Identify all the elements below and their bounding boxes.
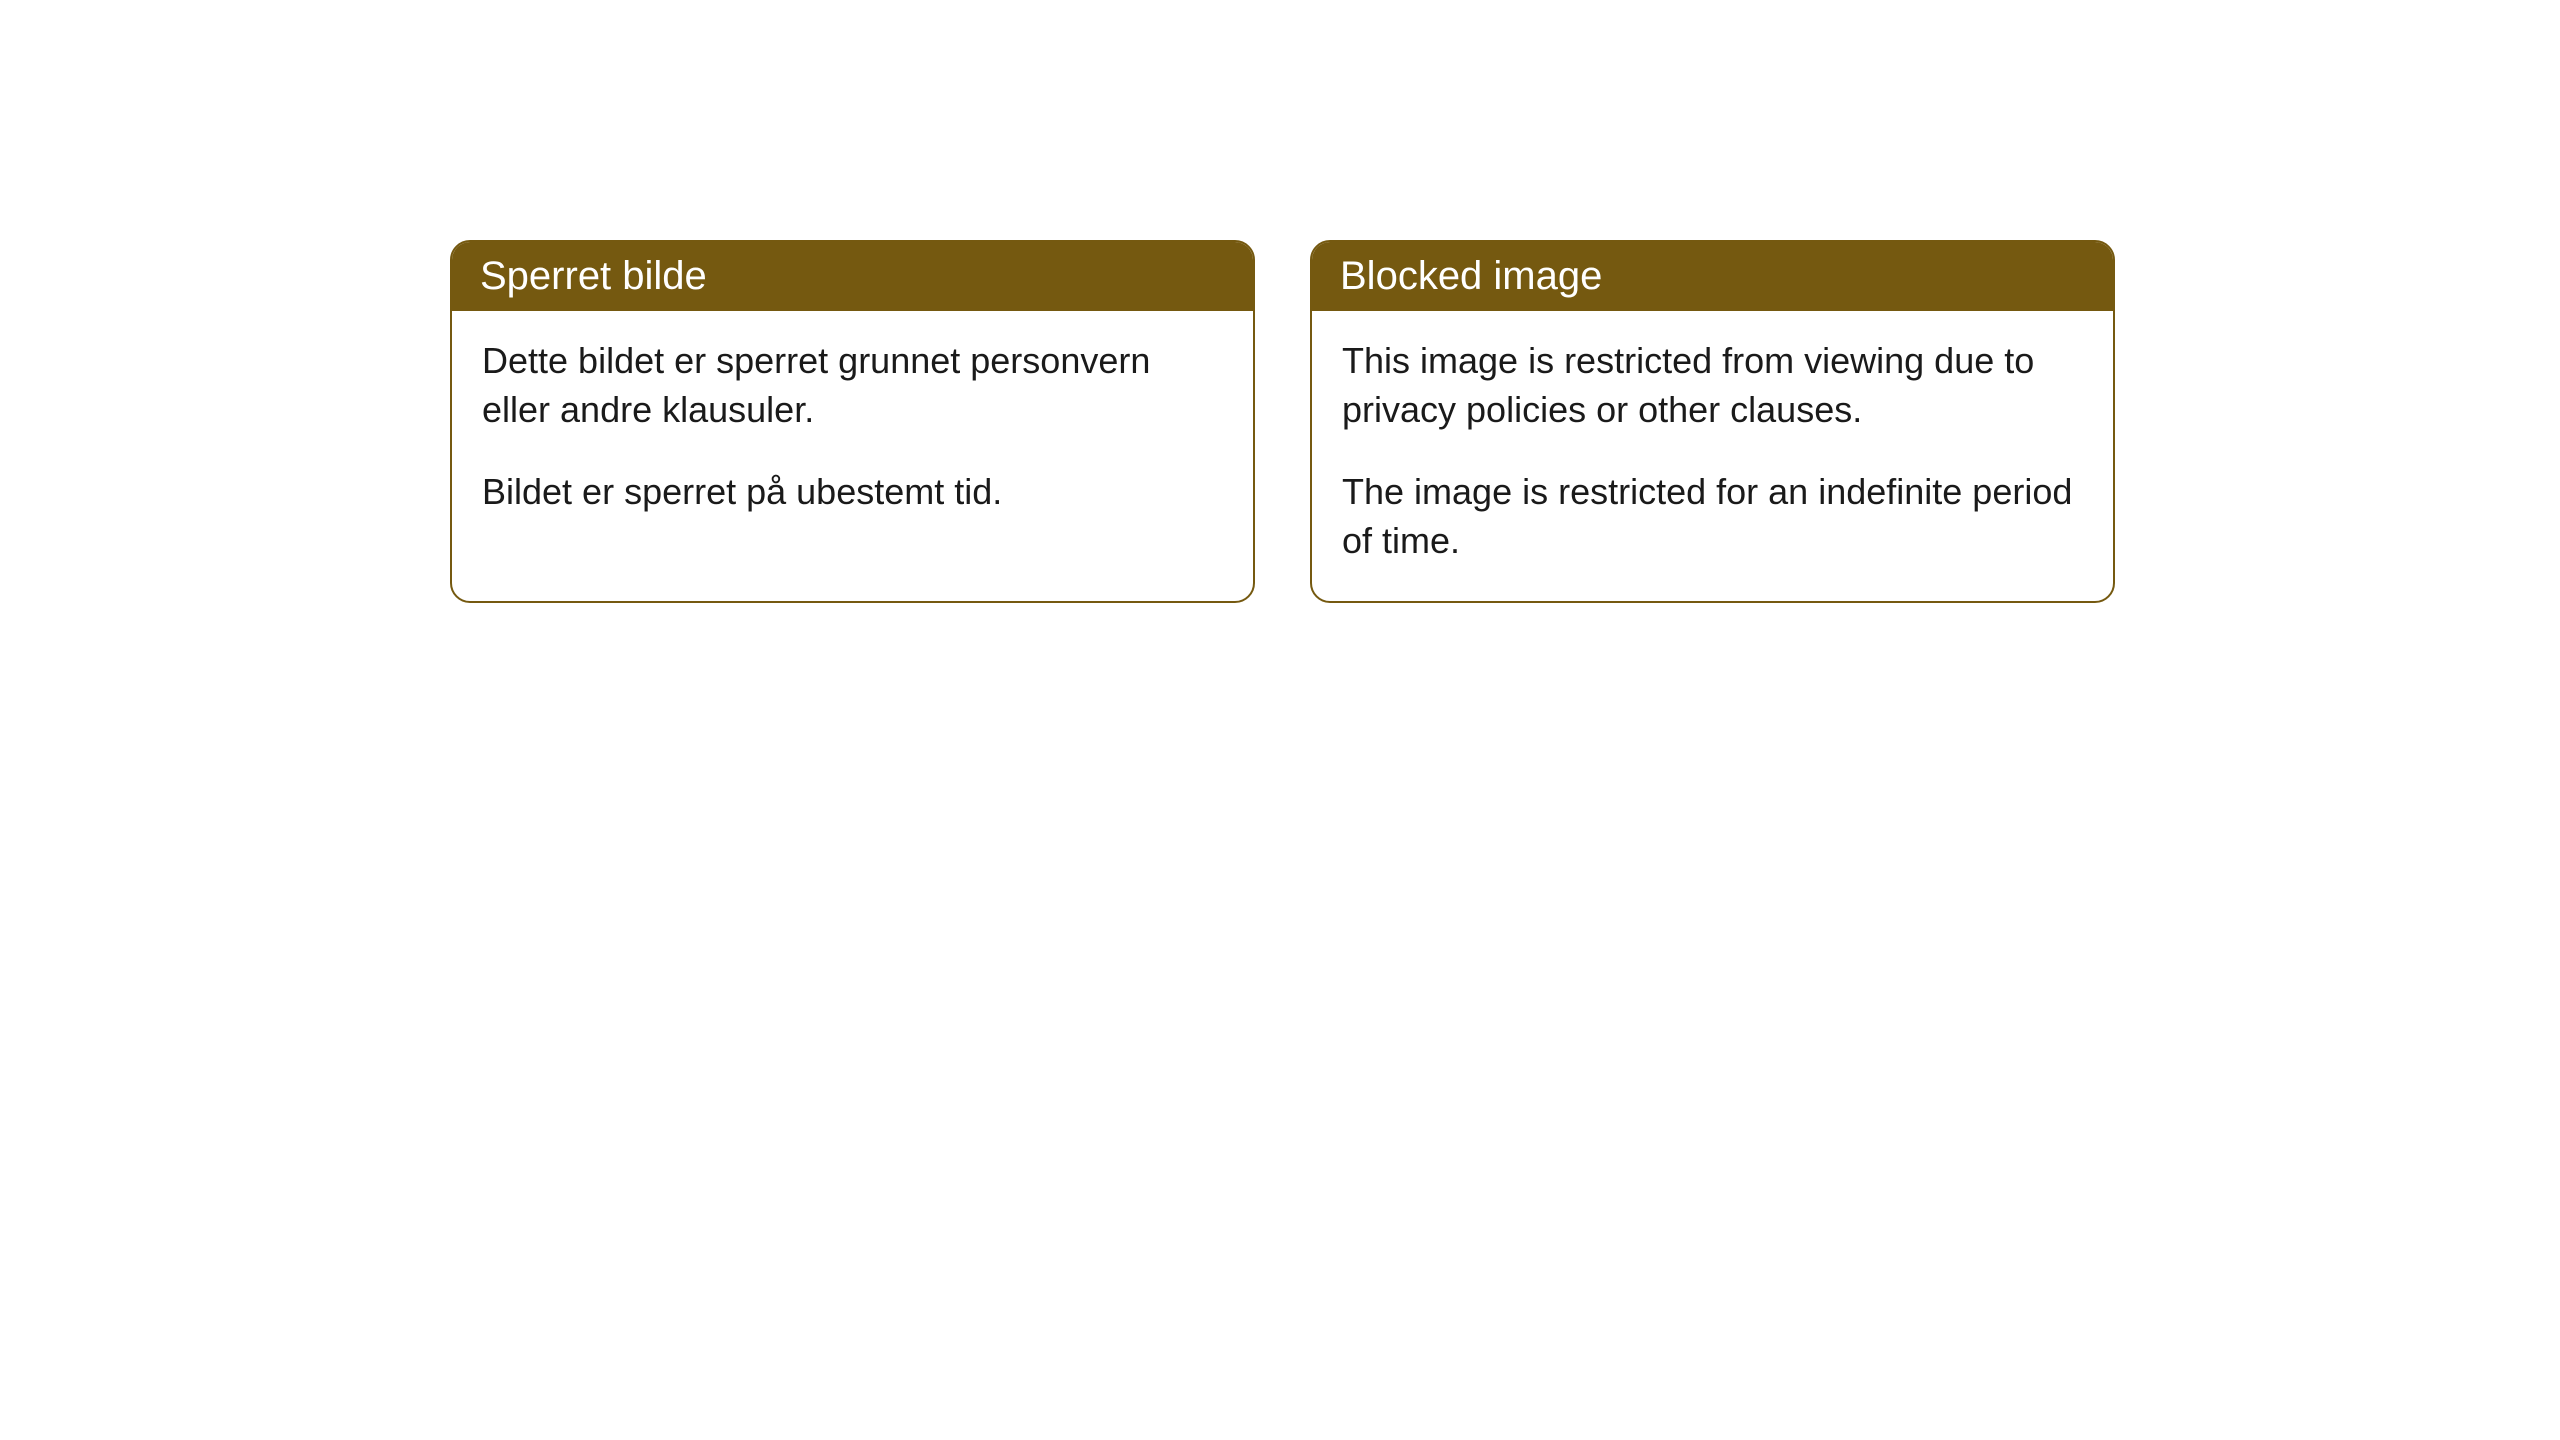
notice-card-norwegian: Sperret bilde Dette bildet er sperret gr… [450, 240, 1255, 603]
card-paragraph: The image is restricted for an indefinit… [1342, 468, 2083, 565]
notice-card-english: Blocked image This image is restricted f… [1310, 240, 2115, 603]
card-header: Blocked image [1312, 242, 2113, 311]
card-paragraph: Bildet er sperret på ubestemt tid. [482, 468, 1223, 517]
card-paragraph: Dette bildet er sperret grunnet personve… [482, 337, 1223, 434]
card-body: This image is restricted from viewing du… [1312, 311, 2113, 601]
card-title: Blocked image [1340, 254, 1602, 298]
card-body: Dette bildet er sperret grunnet personve… [452, 311, 1253, 553]
card-header: Sperret bilde [452, 242, 1253, 311]
notice-cards-container: Sperret bilde Dette bildet er sperret gr… [450, 240, 2560, 603]
card-title: Sperret bilde [480, 254, 707, 298]
card-paragraph: This image is restricted from viewing du… [1342, 337, 2083, 434]
